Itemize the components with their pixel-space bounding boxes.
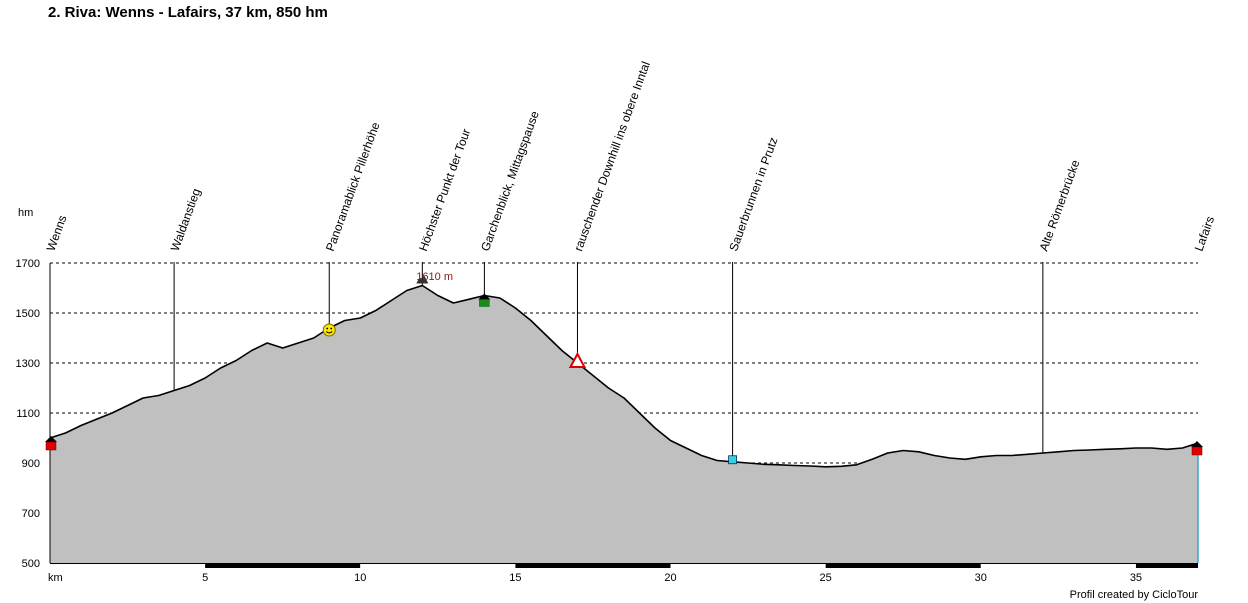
y-tick-label-500: 500	[22, 558, 40, 570]
y-tick-label-1300: 1300	[16, 358, 40, 370]
x-axis-label: km	[48, 572, 63, 584]
green-house-icon	[478, 293, 491, 307]
elevation-area	[49, 284, 1199, 563]
x-tick-label-25: 25	[820, 572, 832, 584]
chart-credit: Profil created by CicloTour	[1069, 589, 1198, 601]
waypoint-label-2: Panoramablick Pillerhöhe	[323, 120, 383, 253]
start-red-square-icon	[45, 436, 57, 451]
smiley-icon	[322, 323, 336, 337]
scale-bar-segment-15	[515, 564, 671, 568]
x-tick-label-35: 35	[1130, 572, 1142, 584]
y-tick-label-1100: 1100	[16, 408, 40, 420]
y-axis-label: hm	[18, 207, 33, 219]
waypoint-label-7: Alte Römerbrücke	[1037, 158, 1083, 253]
waypoint-label-8: Lafairs	[1192, 214, 1217, 253]
scale-bar-segment-0	[50, 564, 206, 568]
elevation-line	[49, 284, 1199, 468]
summit-icon	[416, 275, 429, 284]
scale-bar-segment-30	[980, 564, 1136, 568]
axes: 500 700 900 1100 1300 1500 1700 hm 5 10 15 20 25 30 35…	[16, 207, 1199, 584]
scale-bar-segment-10	[360, 564, 516, 568]
finish-red-square-icon	[1191, 441, 1203, 456]
chart-title: 2. Riva: Wenns - Lafairs, 37 km, 850 hm	[48, 4, 328, 21]
x-tick-label-5: 5	[202, 572, 208, 584]
x-tick-label-30: 30	[975, 572, 987, 584]
waypoint-label-5: rauschender Downhill ins obere Inntal	[571, 60, 653, 253]
cyan-fountain-icon	[728, 455, 737, 465]
max-elevation-label: 1610 m	[416, 271, 453, 283]
scale-bar-segment-35	[1135, 564, 1198, 568]
x-tick-label-20: 20	[664, 572, 676, 584]
scale-bar-segment-5	[205, 564, 361, 568]
elevation-fill	[50, 285, 1198, 563]
y-tick-label-1700: 1700	[16, 258, 40, 270]
y-tick-label-700: 700	[22, 508, 40, 520]
x-tick-label-15: 15	[509, 572, 521, 584]
waypoint-label-1: Waldanstieg	[168, 187, 204, 253]
warning-triangle-icon	[568, 351, 587, 368]
waypoint-label-4: Garchenblick, Mittagspause	[478, 109, 542, 253]
scale-bar-segment-25	[825, 564, 981, 568]
scale-bar-segment-20	[670, 564, 826, 568]
waypoint-label-6: Sauerbrunnen in Prutz	[726, 135, 780, 253]
waypoint-label-0: Wenns	[44, 213, 70, 253]
y-tick-label-900: 900	[22, 458, 40, 470]
x-tick-label-10: 10	[354, 572, 366, 584]
waypoint-label-3: Höchster Punkt der Tour	[416, 127, 473, 253]
y-tick-label-1500: 1500	[16, 308, 40, 320]
